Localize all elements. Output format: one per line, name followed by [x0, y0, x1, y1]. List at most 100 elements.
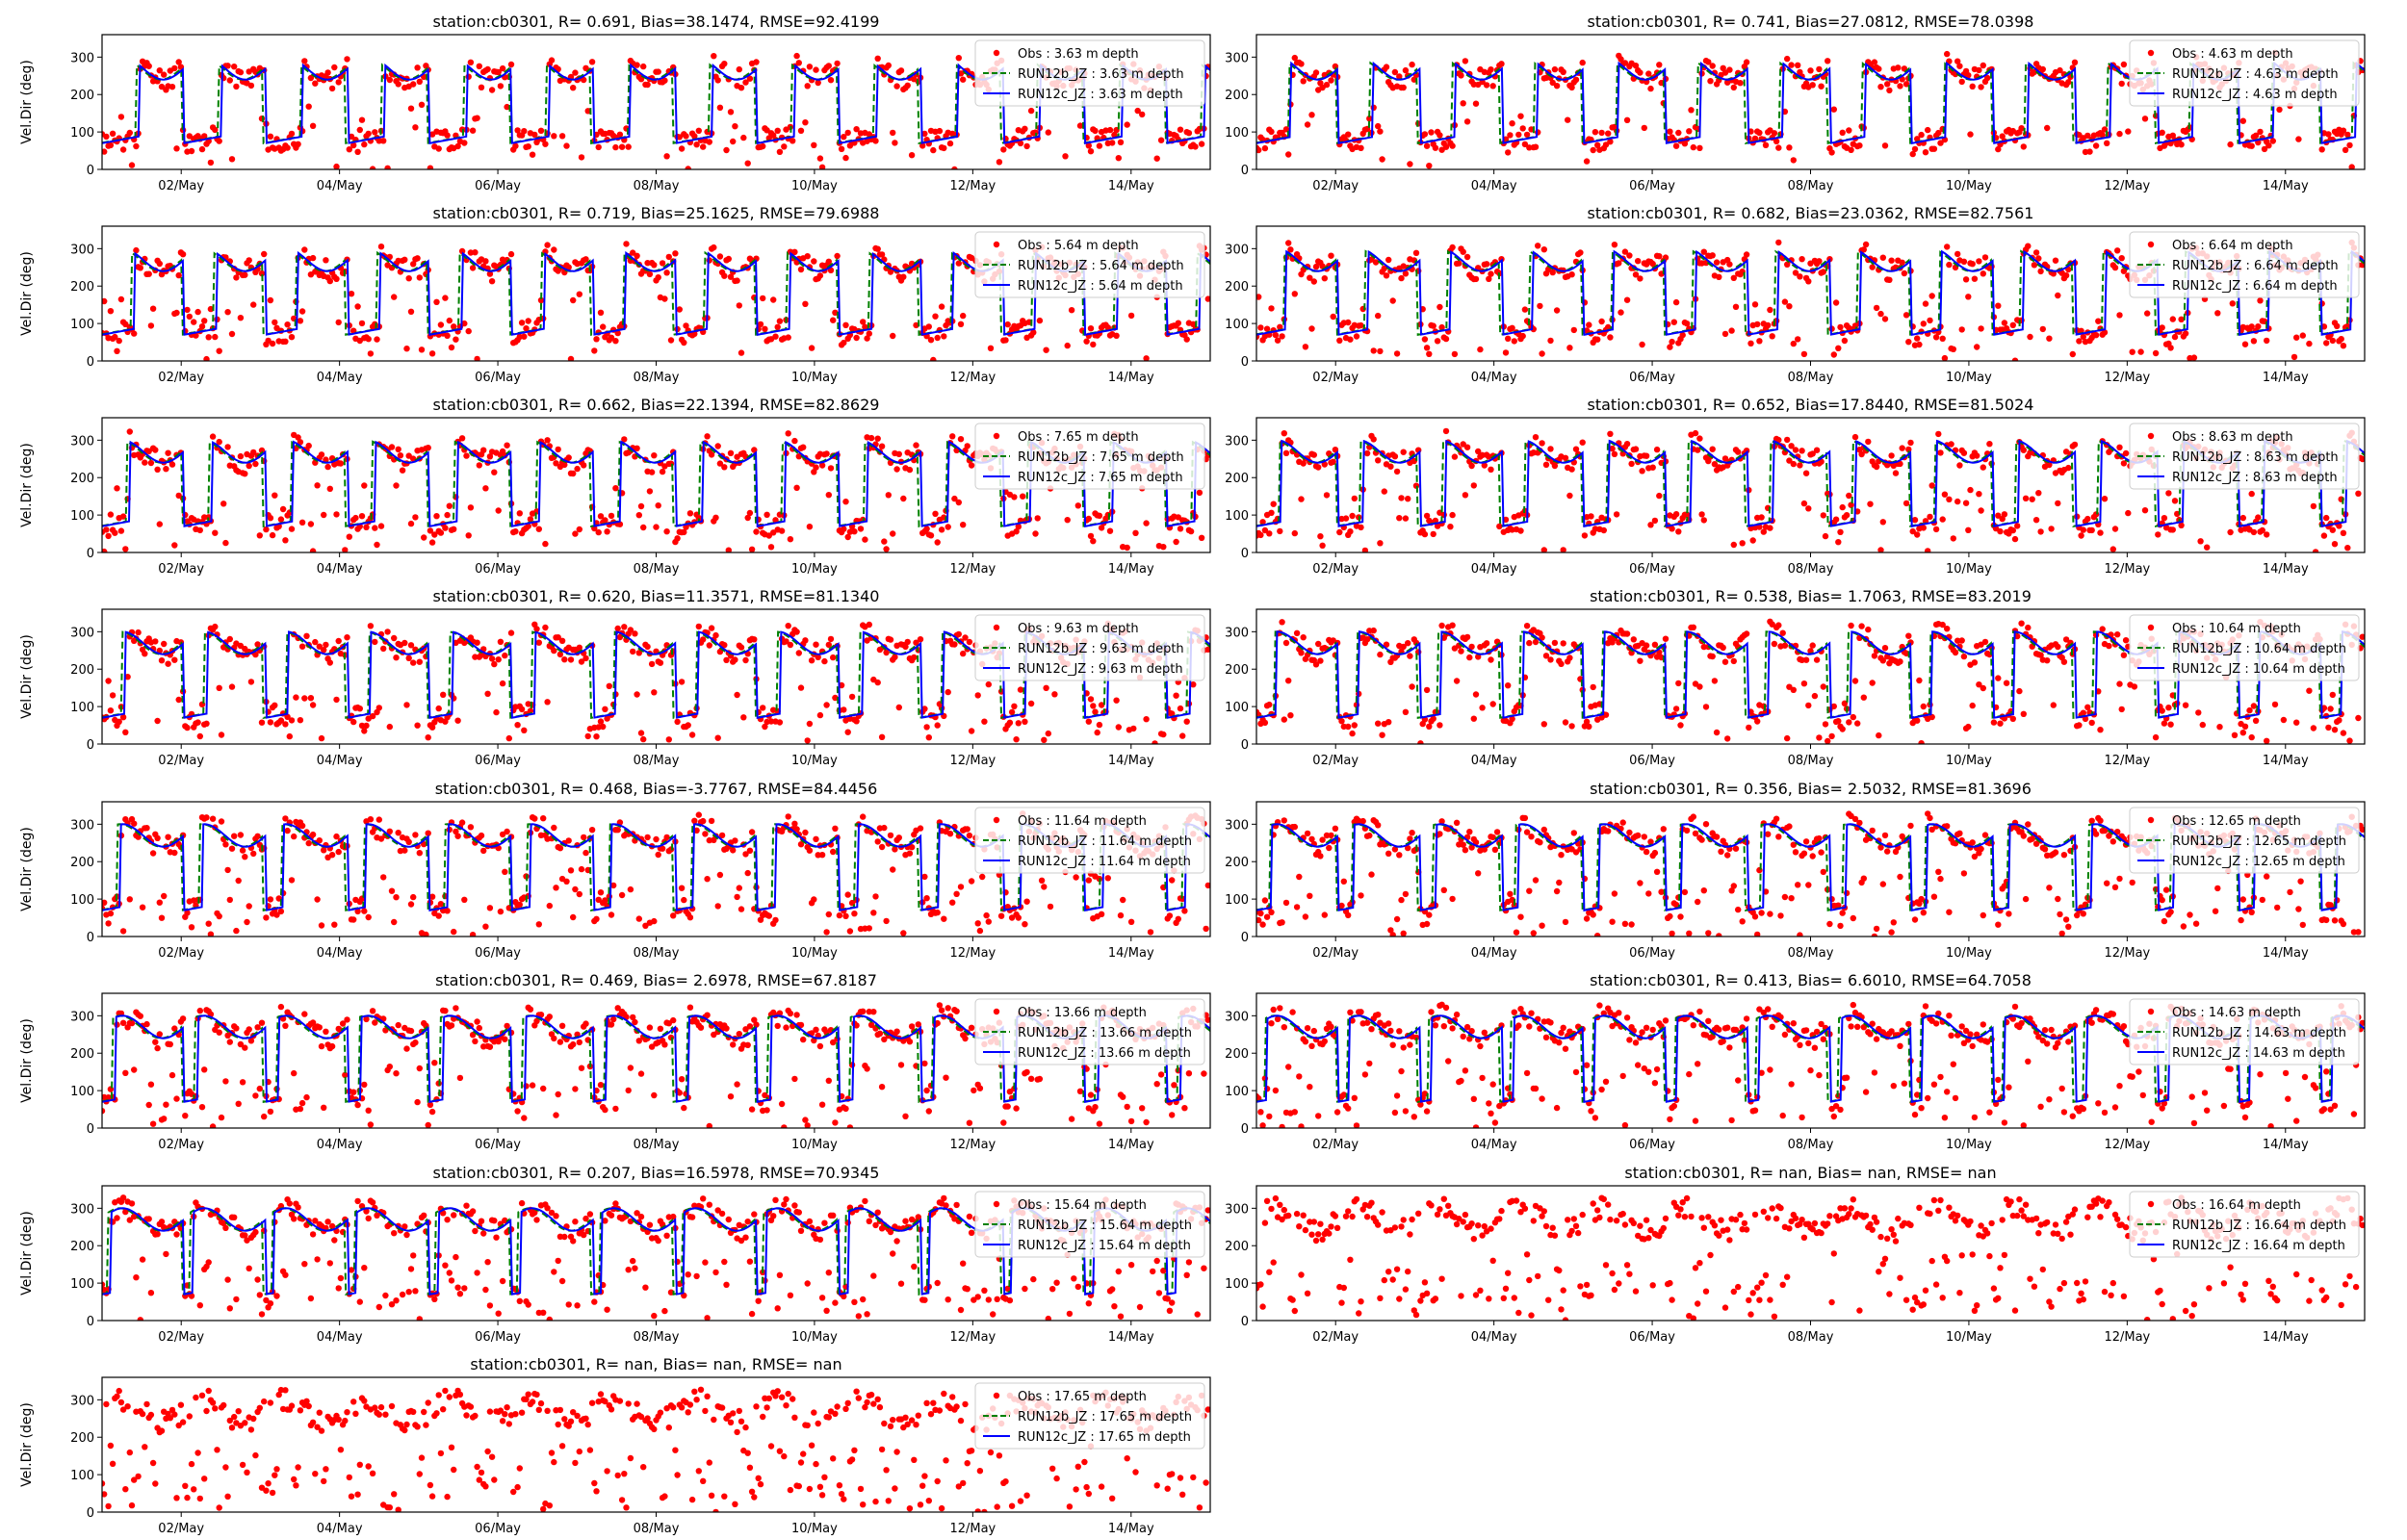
obs-point [1928, 482, 1935, 489]
y-tick-label: 200 [70, 663, 94, 678]
obs-point [1432, 144, 1439, 151]
obs-point [2009, 526, 2016, 534]
obs-point [785, 623, 791, 629]
x-tick-label: 04/May [317, 946, 363, 961]
obs-point [1345, 131, 1352, 138]
obs-point [2025, 624, 2032, 631]
obs-point [630, 648, 636, 655]
obs-point [708, 817, 715, 825]
obs-point [1470, 482, 1478, 489]
obs-point [1781, 642, 1789, 649]
obs-point [1540, 721, 1548, 728]
obs-point [842, 154, 849, 162]
obs-point [841, 706, 847, 713]
obs-point [1728, 327, 1735, 334]
obs-point [714, 734, 721, 741]
obs-point [716, 104, 724, 112]
obs-point [572, 886, 579, 893]
obs-point [2078, 532, 2084, 539]
obs-point [1637, 657, 1643, 664]
obs-point [765, 532, 772, 539]
obs-point [1405, 640, 1411, 647]
obs-point [1969, 702, 1976, 709]
obs-point [386, 828, 393, 834]
obs-point [463, 452, 470, 459]
obs-point [261, 250, 268, 258]
obs-point [109, 692, 116, 699]
obs-point [1277, 323, 1283, 330]
obs-point [1302, 344, 1309, 350]
obs-point [2264, 337, 2270, 345]
obs-point [428, 539, 436, 546]
obs-point [1956, 63, 1963, 69]
obs-point [818, 852, 826, 859]
obs-point [2141, 507, 2149, 514]
obs-point [1300, 634, 1307, 641]
obs-point [267, 296, 274, 304]
y-tick-label: 300 [1225, 434, 1249, 449]
obs-point [551, 133, 557, 140]
obs-point [1984, 74, 1991, 82]
obs-point [250, 850, 257, 858]
obs-point [1041, 736, 1048, 743]
obs-point [797, 266, 805, 273]
obs-point [576, 644, 582, 651]
plot-area [1256, 49, 2365, 169]
obs-point [1456, 260, 1462, 267]
obs-point [1700, 643, 1708, 651]
obs-point [892, 654, 898, 660]
subplot-title: station:cb0301, R= 0.741, Bias=27.0812, … [1588, 13, 2034, 31]
obs-point [1375, 457, 1382, 464]
obs-point [171, 542, 178, 549]
obs-point [1802, 656, 1810, 663]
obs-point [700, 817, 707, 825]
obs-point [1809, 82, 1816, 89]
obs-point [165, 834, 171, 840]
obs-point [712, 514, 719, 521]
obs-point [1449, 511, 1456, 519]
obs-point [2116, 130, 2123, 138]
obs-point [2227, 141, 2234, 148]
obs-point [346, 533, 352, 540]
obs-point [107, 308, 115, 315]
legend-label: RUN12c_JZ : 7.65 m depth [1018, 471, 1183, 485]
obs-point [305, 839, 312, 847]
obs-point [885, 492, 892, 499]
obs-point [793, 484, 800, 491]
obs-point [900, 273, 907, 280]
obs-point [2252, 132, 2260, 139]
obs-point [2020, 710, 2027, 717]
obs-point [1409, 683, 1415, 690]
obs-point [1670, 319, 1678, 325]
obs-point [1647, 85, 1654, 92]
obs-point [288, 526, 296, 532]
obs-point [770, 529, 777, 536]
obs-point [1795, 62, 1801, 69]
obs-point [1960, 449, 1968, 456]
obs-point [516, 510, 523, 517]
obs-point [746, 509, 754, 517]
obs-point [1579, 59, 1586, 66]
obs-point [467, 59, 475, 65]
obs-point [1974, 452, 1980, 459]
obs-point [1602, 711, 1610, 718]
obs-point [1175, 320, 1182, 326]
obs-point [681, 339, 687, 346]
obs-point [1157, 137, 1165, 143]
obs-point [1784, 436, 1791, 444]
x-tick-label: 14/May [2263, 754, 2309, 768]
x-tick-label: 06/May [1629, 562, 1675, 577]
obs-point [114, 347, 120, 354]
obs-point [309, 831, 317, 838]
obs-point [237, 315, 245, 321]
y-tick-label: 0 [87, 547, 94, 561]
obs-point [1385, 719, 1392, 726]
obs-point [1539, 350, 1545, 357]
obs-point [593, 336, 600, 343]
obs-point [194, 719, 201, 726]
obs-point [1312, 69, 1320, 76]
obs-point [2118, 255, 2125, 262]
obs-point [1385, 256, 1392, 264]
